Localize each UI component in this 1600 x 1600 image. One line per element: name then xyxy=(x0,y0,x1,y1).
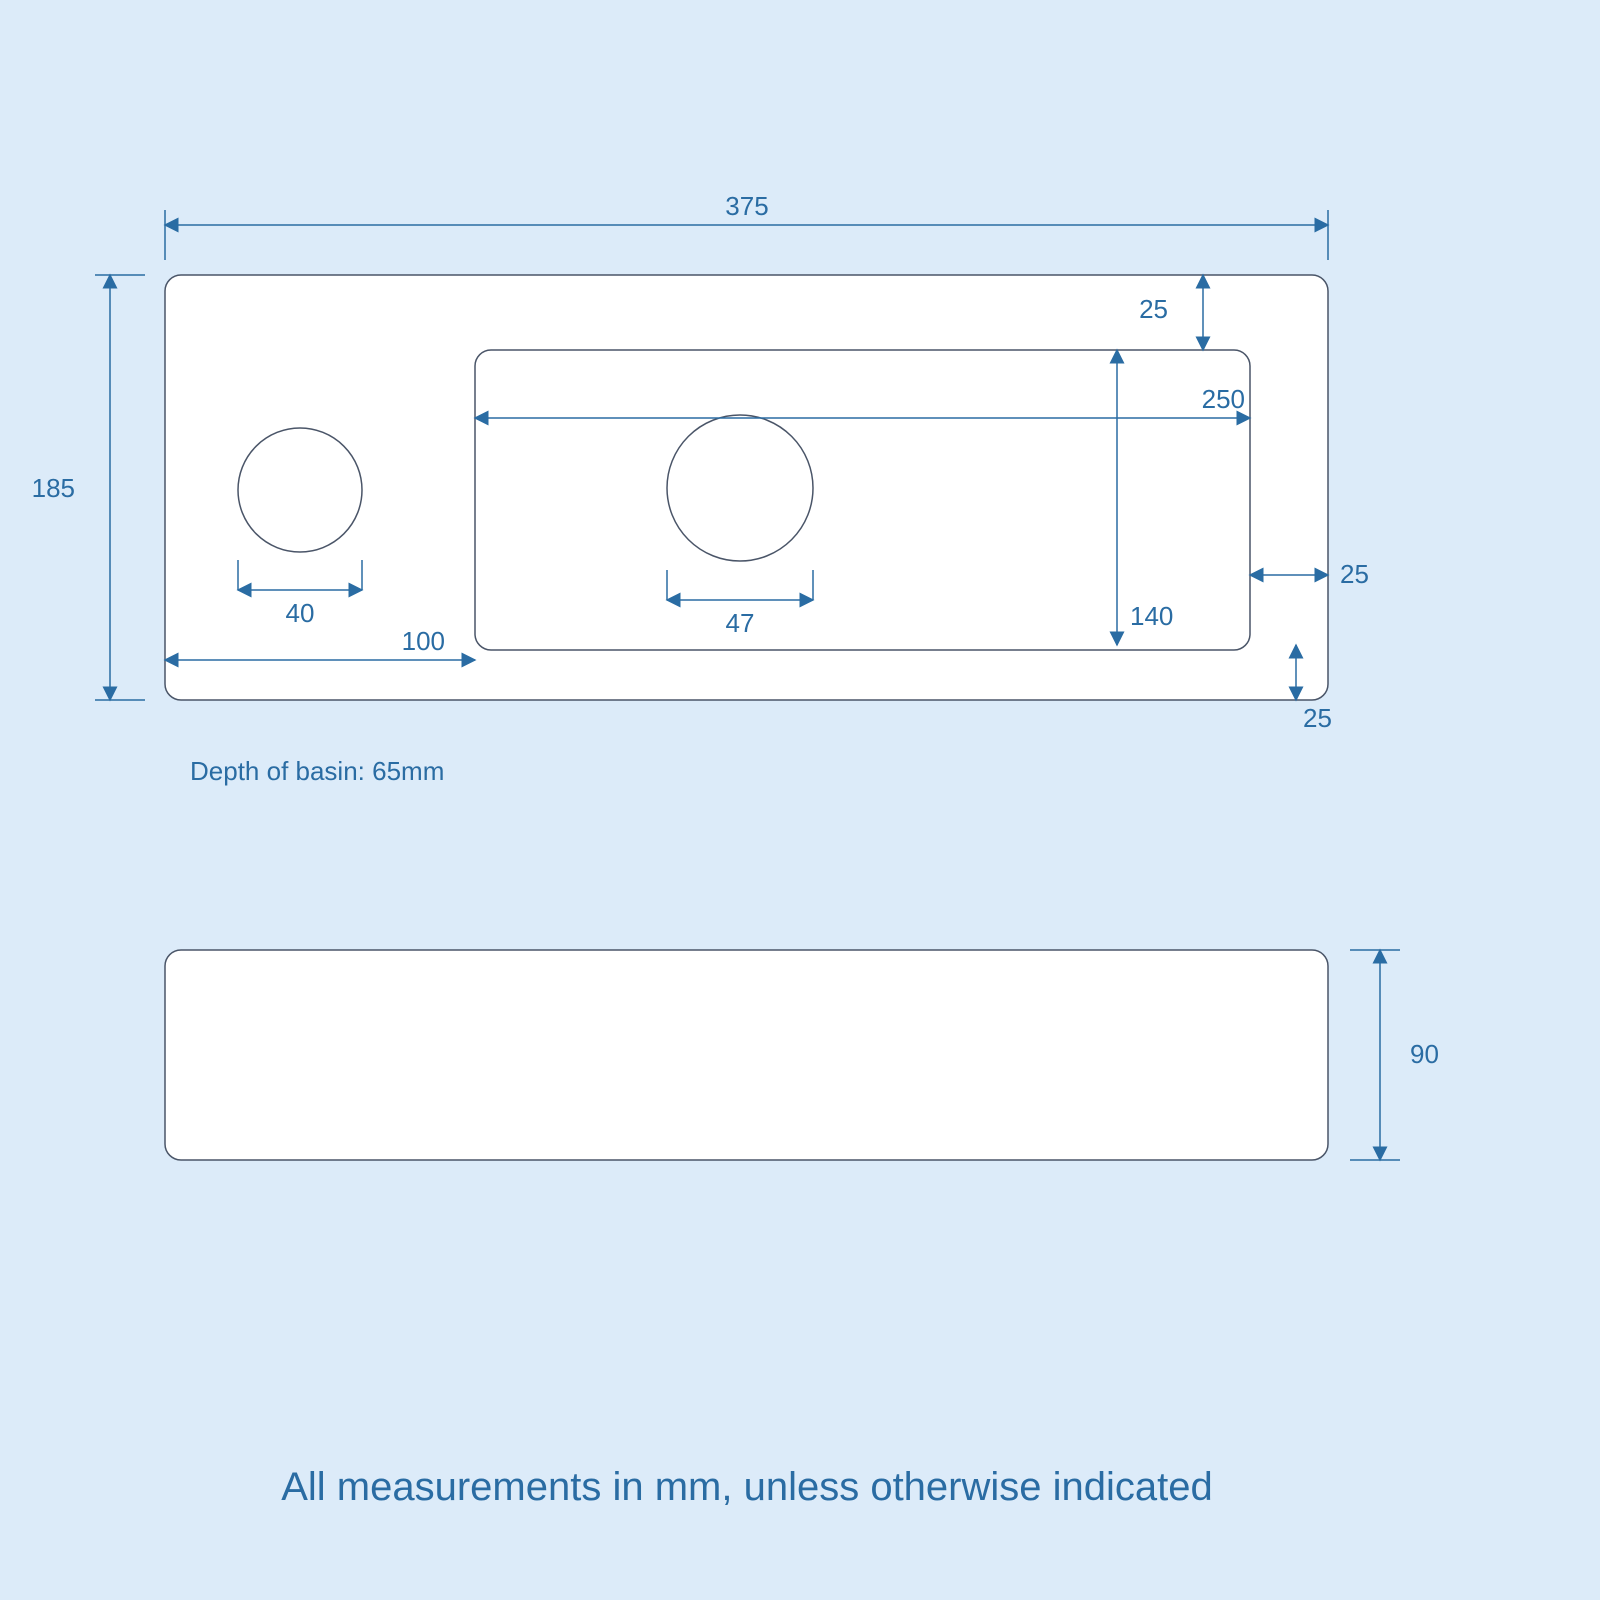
dim-hole-left: 40 xyxy=(286,598,315,628)
dim-right-gap: 25 xyxy=(1340,559,1369,589)
footer-note: All measurements in mm, unless otherwise… xyxy=(281,1465,1213,1509)
depth-note: Depth of basin: 65mm xyxy=(190,756,444,786)
dim-basin-height: 140 xyxy=(1130,601,1173,631)
drain-hole-circle xyxy=(667,415,813,561)
dim-top-gap: 25 xyxy=(1139,294,1168,324)
technical-drawing: 375 185 25 250 140 25 25 100 40 47 Depth… xyxy=(0,0,1600,1600)
side-outer-rect xyxy=(165,950,1328,1160)
dim-basin-width: 250 xyxy=(1202,384,1245,414)
tap-hole-circle xyxy=(238,428,362,552)
dim-bottom-gap: 25 xyxy=(1303,703,1332,733)
dim-overall-width: 375 xyxy=(725,191,768,221)
dim-hole-right: 47 xyxy=(726,608,755,638)
dim-left-offset: 100 xyxy=(402,626,445,656)
dim-overall-height: 185 xyxy=(32,473,75,503)
dim-side-height: 90 xyxy=(1410,1039,1439,1069)
